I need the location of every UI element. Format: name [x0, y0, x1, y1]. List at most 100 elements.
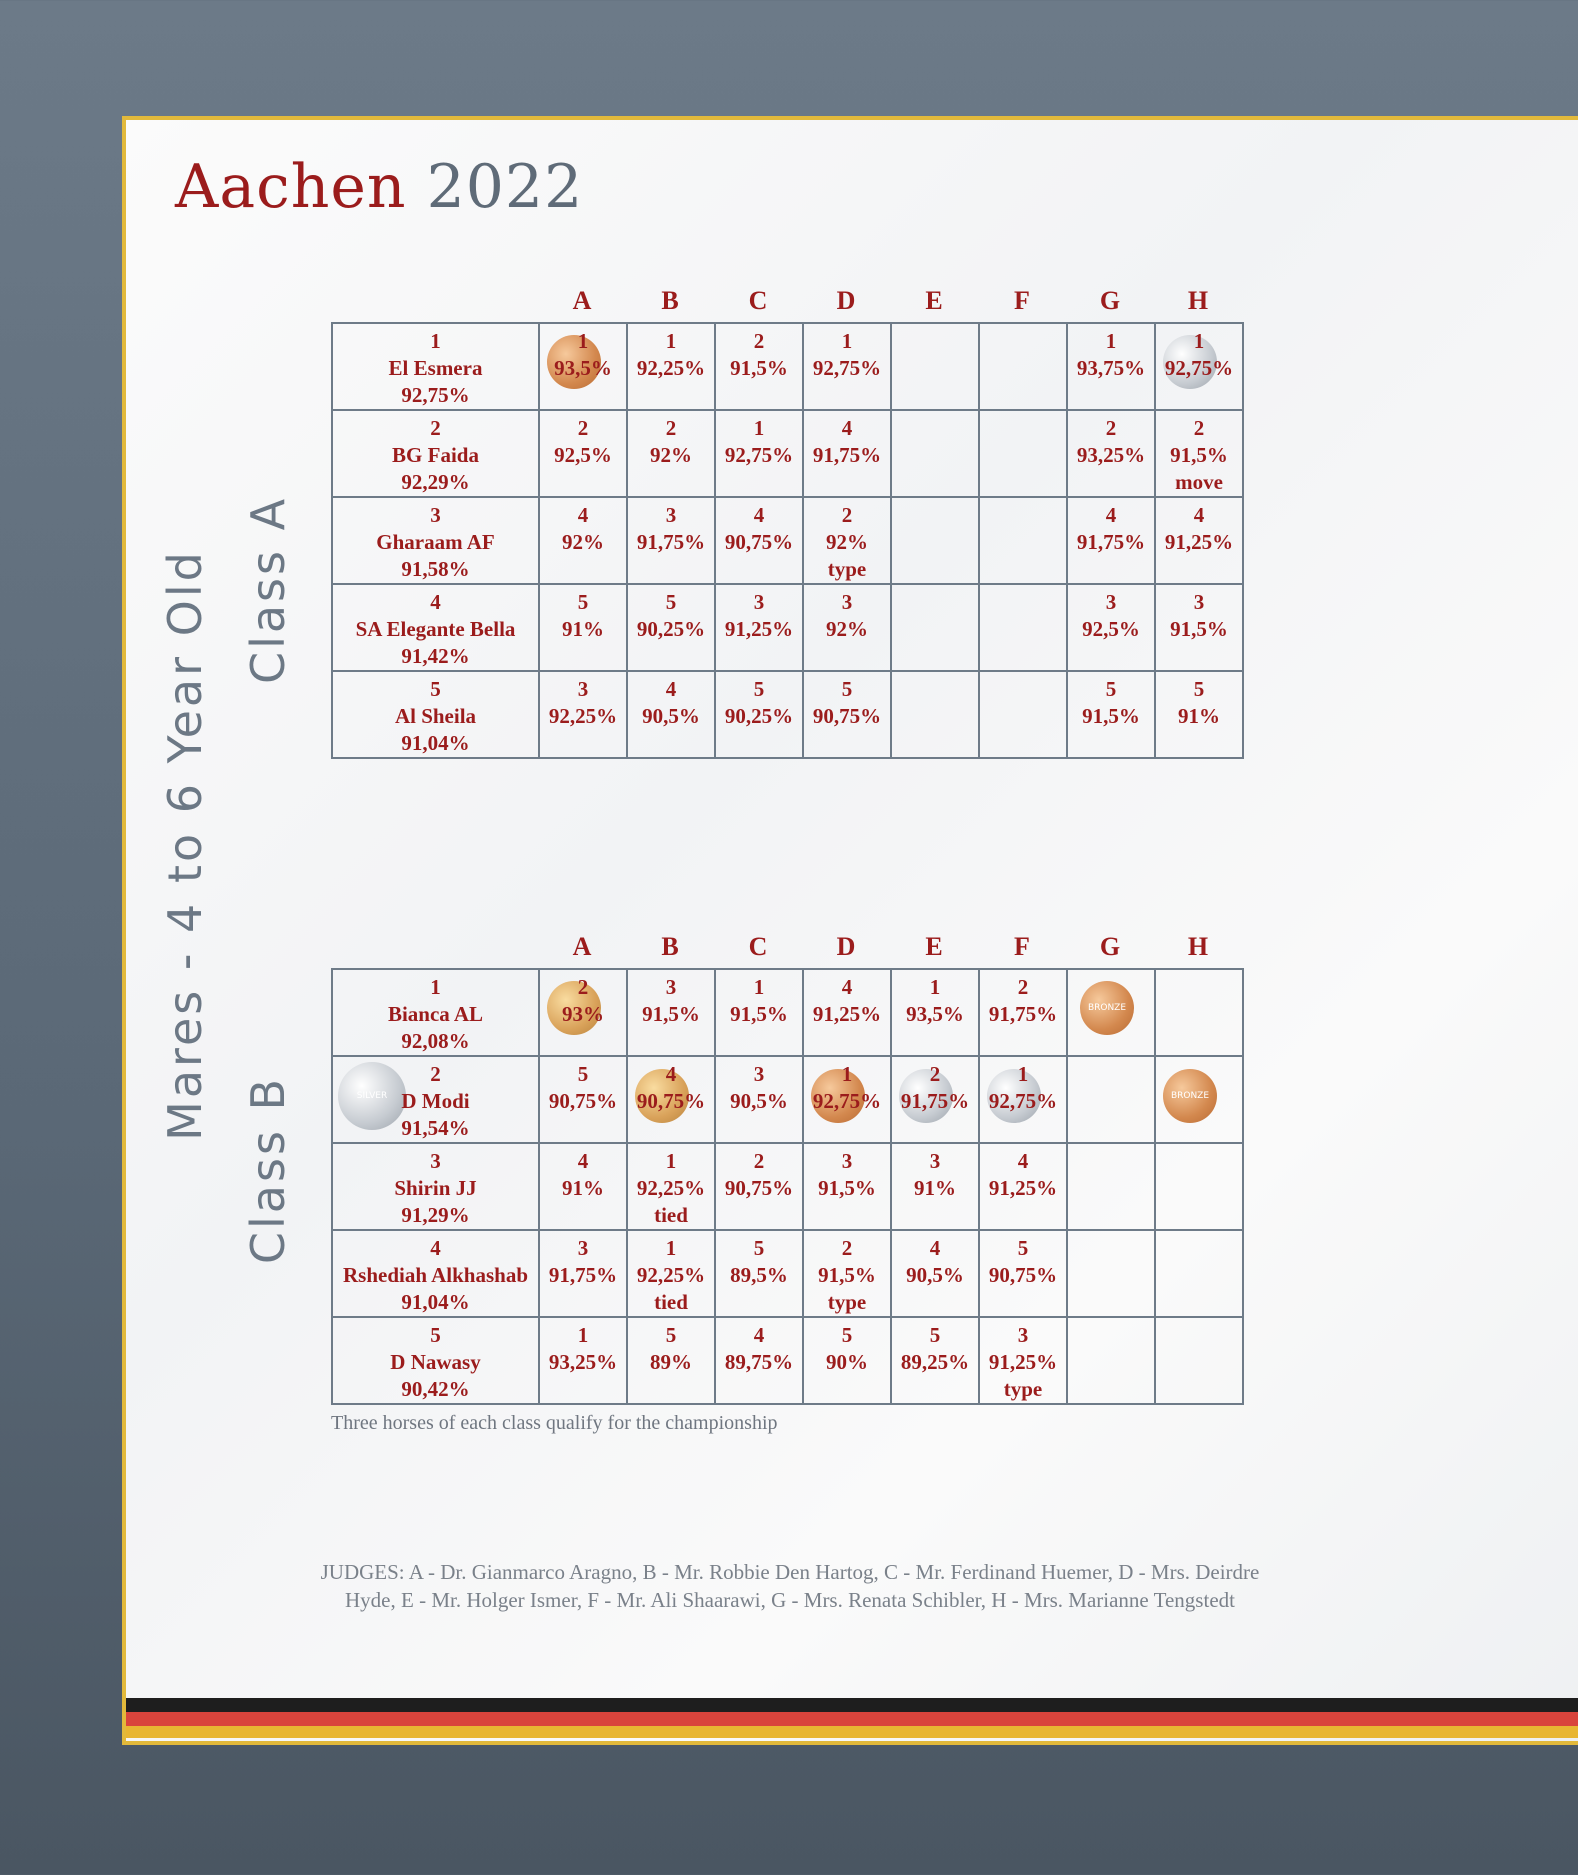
score-cell: 5 89%	[626, 1316, 716, 1405]
judges-line: JUDGES: A - Dr. Gianmarco Aragno, B - Mr…	[320, 1560, 1260, 1584]
horse-line: Al Sheila	[394, 704, 477, 728]
score-cell	[1066, 1229, 1156, 1318]
score-line: 90,75%	[988, 1263, 1058, 1287]
score-line: 92%	[826, 617, 868, 641]
score-line: 1	[665, 1149, 677, 1173]
score-line: 90,75%	[724, 530, 794, 554]
score-cell: 2 91,5%	[714, 322, 804, 411]
score-line: 2	[1193, 416, 1205, 440]
score-cell: 4 92%	[538, 496, 628, 585]
score-line: tied	[654, 1290, 688, 1314]
score-line: 3	[577, 1236, 589, 1260]
score-line: 91,75%	[812, 443, 882, 467]
score-cell: 3 91%	[890, 1142, 980, 1231]
score-line: 5	[665, 590, 677, 614]
score-cell: 3 91,5%	[802, 1142, 892, 1231]
score-line: 3	[665, 975, 677, 999]
horse-cell: 1 El Esmera 92,75%	[331, 322, 540, 411]
score-cell: 4 90,5%	[890, 1229, 980, 1318]
score-line: 91,5%	[730, 356, 788, 380]
horse-line: Shirin JJ	[394, 1176, 477, 1200]
score-line: 1	[665, 1236, 677, 1260]
score-line: 92,25%	[636, 1176, 706, 1200]
score-line: 2	[841, 1236, 853, 1260]
horse-line: 1	[430, 329, 441, 353]
score-line: 90,75%	[548, 1089, 618, 1113]
score-line: type	[827, 557, 867, 581]
score-line: 90,75%	[636, 1089, 706, 1113]
score-cell	[1154, 1142, 1244, 1231]
score-cell	[890, 496, 980, 585]
score-cell: 2 91,5% move	[1154, 409, 1244, 498]
score-line: 1	[841, 329, 853, 353]
score-cell: 5 90,25%	[626, 583, 716, 672]
score-line: 1	[577, 1323, 589, 1347]
results-table: 1 Bianca AL 92,08% 2 93% 3 91,5% 1 91,5% 4 91,25% 1…	[331, 968, 1244, 1405]
score-cell: 1 93,5%	[890, 968, 980, 1057]
row: 2 D Modi 91,54% 5 90,75% 4 90,75% 3 90,5% 1 92,75%…	[331, 1055, 1244, 1144]
score-line: 2	[753, 329, 765, 353]
score-cell: 1 92,75%	[802, 1055, 892, 1144]
results-table: 1 El Esmera 92,75% 1 93,5% 1 92,25% 2 91,5% 1 92,7…	[331, 322, 1244, 759]
medal: BRONZE	[1163, 1069, 1217, 1123]
score-cell: 5 89,25%	[890, 1316, 980, 1405]
score-line: 91,5%	[818, 1176, 876, 1200]
score-line: 91,75%	[988, 1002, 1058, 1026]
score-cell: 4 91,75%	[1066, 496, 1156, 585]
score-cell: 1 92,75%	[714, 409, 804, 498]
score-line: 92,5%	[554, 443, 612, 467]
score-line: 90,75%	[724, 1176, 794, 1200]
score-cell: 4 90,75%	[626, 1055, 716, 1144]
flag-red	[126, 1712, 1578, 1726]
score-cell	[978, 583, 1068, 672]
column-header: F	[1014, 932, 1030, 961]
score-line: 91,75%	[900, 1089, 970, 1113]
score-cell: 2 91,75%	[890, 1055, 980, 1144]
row: 4 SA Elegante Bella 91,42% 5 91% 5 90,25% 3 91,2…	[331, 583, 1244, 672]
horse-line: 92,29%	[401, 470, 470, 494]
column-header: E	[925, 286, 943, 315]
score-line: 1	[1017, 1062, 1029, 1086]
score-line: 4	[841, 975, 853, 999]
judges-line: Hyde, E - Mr. Holger Ismer, F - Mr. Ali …	[345, 1588, 1235, 1612]
horse-line: 91,54%	[401, 1116, 470, 1140]
score-cell	[890, 409, 980, 498]
medal	[547, 981, 601, 1035]
horse-line: 2	[430, 416, 441, 440]
score-line: 1	[1105, 329, 1117, 353]
score-line: 90,5%	[642, 704, 700, 728]
score-cell: 4 91,75%	[802, 409, 892, 498]
score-line: 5	[841, 1323, 853, 1347]
row: 1 El Esmera 92,75% 1 93,5% 1 92,25% 2 91,5% 1 92,7…	[331, 322, 1244, 411]
score-cell: 1 92,75%	[1154, 322, 1244, 411]
horse-line: 91,04%	[401, 1290, 470, 1314]
score-line: 92,75%	[724, 443, 794, 467]
score-cell	[978, 409, 1068, 498]
score-cell: 5 90%	[802, 1316, 892, 1405]
score-line: 5	[753, 677, 765, 701]
medal	[1163, 335, 1217, 389]
row: 5 Al Sheila 91,04% 3 92,25% 4 90,5% 5 90,25% 5 90,…	[331, 670, 1244, 759]
score-cell: 1 92,75%	[978, 1055, 1068, 1144]
score-line: 91%	[562, 617, 604, 641]
score-cell	[890, 322, 980, 411]
score-cell: 5 91,5%	[1066, 670, 1156, 759]
score-cell: 2 93,25%	[1066, 409, 1156, 498]
score-line: 4	[841, 416, 853, 440]
score-line: 1	[929, 975, 941, 999]
medal	[811, 1069, 865, 1123]
score-line: 90,5%	[730, 1089, 788, 1113]
column-header: C	[748, 932, 768, 961]
horse-line: 3	[430, 503, 441, 527]
score-line: tied	[654, 1203, 688, 1227]
horse-line: 3	[430, 1149, 441, 1173]
score-cell	[978, 670, 1068, 759]
row: 3 Shirin JJ 91,29% 4 91% 1 92,25% tied 2 90,75% 3 9…	[331, 1142, 1244, 1231]
medal: SILVER	[338, 1062, 406, 1130]
class-label: Class B	[241, 1075, 295, 1265]
score-line: 91,75%	[548, 1263, 618, 1287]
horse-line: 91,58%	[401, 557, 470, 581]
score-line: 90,5%	[906, 1263, 964, 1287]
score-cell	[1066, 1142, 1156, 1231]
title-name: Aachen	[175, 152, 407, 222]
